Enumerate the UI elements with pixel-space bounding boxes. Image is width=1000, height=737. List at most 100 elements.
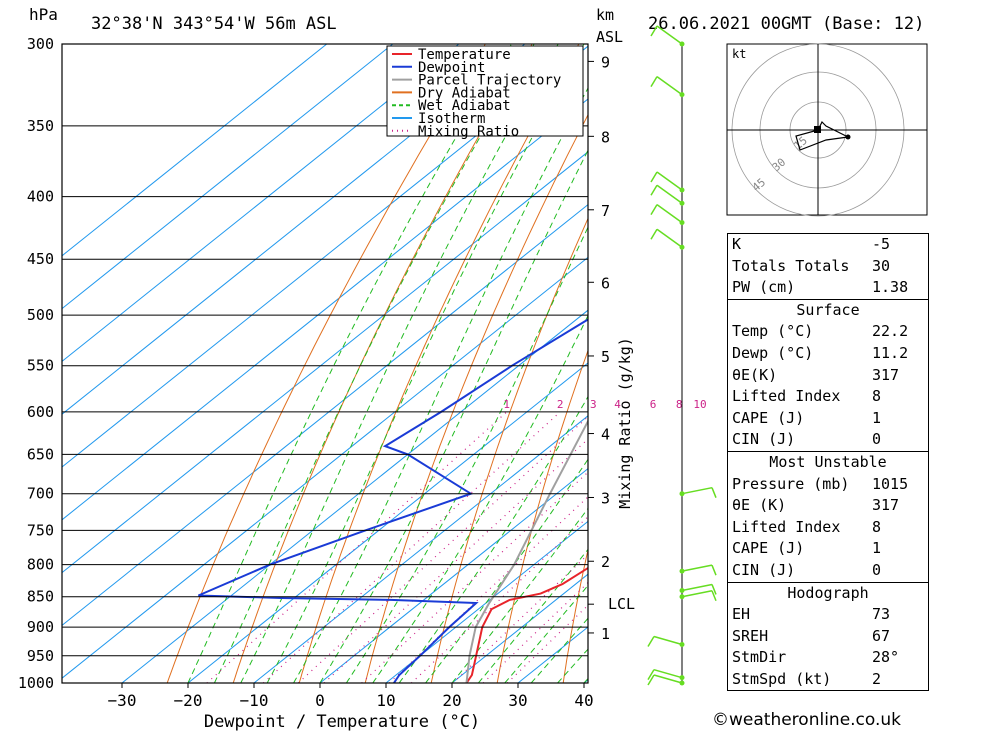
x-axis-label: Dewpoint / Temperature (°C)	[204, 712, 480, 732]
legend-entry: Parcel Trajectory	[418, 73, 561, 89]
index-row: CAPE (J) 1	[728, 538, 928, 560]
index-label: StmDir	[732, 648, 787, 667]
unit-hpa-label: hPa	[29, 5, 58, 24]
x-tick-label: 20	[442, 691, 461, 710]
index-row: θE (K) 317	[728, 495, 928, 517]
mixing-ratio-label: 4	[614, 398, 621, 411]
index-label: Temp (°C)	[732, 322, 814, 341]
isotherm-line	[62, 44, 328, 257]
wind-barb-flag	[650, 76, 658, 87]
hodograph-trace	[795, 120, 851, 151]
index-value: -5	[872, 235, 891, 253]
index-label: θE (K)	[732, 496, 787, 515]
index-value: 8	[872, 517, 882, 536]
index-row: Pressure (mb) 1015	[728, 474, 928, 496]
wind-barb	[653, 668, 683, 679]
hodograph-title: Hodograph	[728, 581, 928, 605]
wind-barb-flag	[647, 636, 655, 647]
wind-barb	[681, 486, 713, 495]
pressure-tick-label: 450	[27, 250, 54, 268]
surface-title: Surface	[728, 298, 928, 322]
mixing-ratio-label: 2	[557, 398, 564, 411]
index-label: CIN (J)	[732, 430, 796, 449]
isotherm-line	[451, 573, 588, 683]
index-label: K	[732, 235, 742, 253]
hodograph-unit: kt	[732, 47, 746, 61]
index-value: 2	[872, 669, 882, 688]
unit-asl-label: ASL	[596, 28, 623, 46]
index-row: CIN (J) 0	[728, 560, 928, 582]
isotherm-line	[319, 467, 588, 683]
index-value: 1.38	[872, 278, 909, 297]
x-tick-label: −10	[240, 691, 269, 710]
isotherm-line	[385, 520, 588, 683]
km-tick-label: 6	[601, 274, 610, 292]
km-tick-label: 3	[601, 489, 610, 507]
index-value: 1	[872, 539, 882, 558]
mixing-ratio-line	[206, 411, 508, 683]
index-label: PW (cm)	[732, 278, 796, 297]
index-row: Lifted Index 8	[728, 517, 928, 539]
x-tick-label: 10	[376, 691, 395, 710]
index-label: Pressure (mb)	[732, 474, 850, 493]
isotherm-line	[62, 151, 588, 574]
wind-barb-flag	[650, 204, 658, 215]
index-row: Totals Totals 30	[728, 256, 928, 278]
index-label: Totals Totals	[732, 256, 850, 275]
isotherm-line	[62, 256, 588, 679]
wind-barb	[653, 674, 683, 684]
index-value: 11.2	[872, 343, 909, 362]
pressure-tick-label: 600	[27, 403, 54, 421]
index-value: 28°	[872, 648, 900, 667]
pressure-tick-label: 400	[27, 188, 54, 206]
wet-adiabat	[372, 314, 588, 683]
pressure-tick-label: 550	[27, 357, 54, 375]
index-value: 22.2	[872, 322, 909, 341]
indices-panel: K -5 Totals Totals 30 PW (cm) 1.38 Surface Te…	[727, 233, 929, 692]
index-label: CAPE (J)	[732, 408, 805, 427]
hodograph-storm-marker	[814, 126, 821, 133]
wind-barb	[656, 25, 683, 45]
surface-section: Temp (°C) 22.2 Dewp (°C) 11.2 θE(K) 317 Lifted…	[728, 321, 928, 451]
legend-entry: Temperature	[418, 47, 511, 63]
index-row: Dewp (°C) 11.2	[728, 343, 928, 365]
dry-adiabat	[430, 217, 588, 683]
km-tick-label: 8	[601, 128, 610, 146]
km-tick-label: 7	[601, 202, 610, 220]
x-tick-label: 0	[315, 691, 325, 710]
wind-barb-flag	[650, 184, 658, 196]
index-row: StmSpd (kt) 2	[728, 669, 928, 691]
mixing-ratio-line	[297, 415, 588, 683]
wet-adiabat	[187, 44, 512, 683]
wind-barb	[681, 590, 713, 598]
index-value: 0	[872, 560, 882, 579]
index-label: Lifted Index	[732, 517, 841, 536]
isotherm-line	[187, 362, 588, 683]
index-row: K -5	[728, 234, 928, 256]
index-row: CAPE (J) 1	[728, 408, 928, 430]
x-tick-label: 30	[508, 691, 527, 710]
index-value: 30	[872, 256, 891, 275]
hodograph-section: EH 73 SREH 67 StmDir 28° StmSpd (kt) 2	[728, 604, 928, 690]
index-value: 317	[872, 496, 900, 515]
wind-barb-flag	[650, 228, 658, 240]
km-tick-label: 5	[601, 348, 610, 366]
wind-barb	[653, 635, 683, 646]
dry-adiabat	[166, 44, 486, 683]
wind-barb	[656, 171, 683, 191]
wind-barb-flag	[711, 590, 717, 602]
mixing-ratio-label: 6	[650, 398, 657, 411]
datetime-label: 26.06.2021 00GMT (Base: 12)	[648, 14, 924, 34]
dry-adiabat	[956, 44, 1000, 683]
pressure-tick-label: 800	[27, 556, 54, 574]
dry-adiabat	[562, 547, 588, 683]
wet-adiabat	[240, 44, 559, 683]
wind-barb-flag	[647, 674, 655, 686]
pressure-tick-label: 950	[27, 647, 54, 665]
wind-barb	[656, 75, 683, 96]
wind-barb	[681, 583, 713, 592]
legend-entry: Dewpoint	[418, 60, 485, 76]
x-tick-label: −20	[174, 691, 203, 710]
wind-barb-flag	[711, 584, 717, 595]
